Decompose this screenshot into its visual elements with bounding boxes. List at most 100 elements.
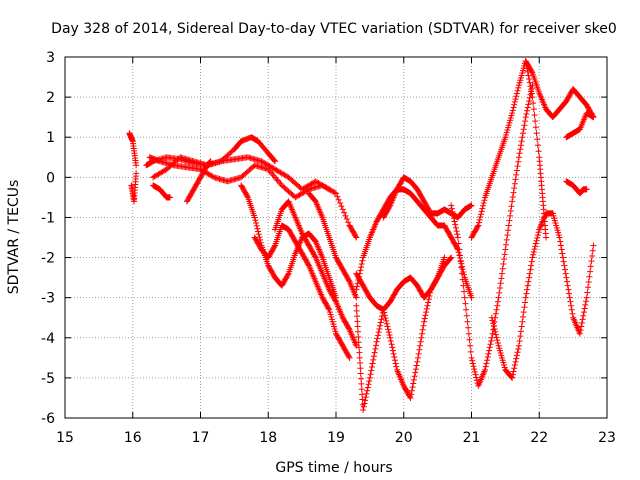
data-point bbox=[509, 193, 516, 200]
data-point bbox=[486, 347, 493, 354]
data-point bbox=[358, 264, 365, 271]
data-point bbox=[366, 378, 373, 385]
data-point bbox=[411, 373, 418, 380]
data-point bbox=[334, 193, 341, 200]
data-point bbox=[585, 279, 592, 286]
data-point bbox=[528, 86, 535, 93]
data-point bbox=[360, 406, 367, 413]
data-point bbox=[513, 90, 520, 97]
data-point bbox=[579, 316, 586, 323]
data-point bbox=[421, 315, 428, 322]
data-point bbox=[563, 274, 570, 281]
data-point bbox=[535, 148, 542, 155]
data-point bbox=[587, 268, 594, 275]
series-sat-f bbox=[150, 182, 174, 201]
data-point bbox=[483, 360, 490, 367]
x-tick-label: 23 bbox=[598, 430, 616, 446]
data-point bbox=[526, 98, 533, 105]
data-point bbox=[524, 282, 531, 289]
data-point bbox=[366, 374, 373, 381]
data-point bbox=[494, 302, 501, 309]
data-point bbox=[525, 101, 532, 108]
data-point bbox=[588, 258, 595, 265]
data-point bbox=[368, 367, 375, 374]
x-tick-label: 15 bbox=[56, 430, 74, 446]
data-point bbox=[578, 323, 585, 330]
data-point bbox=[557, 242, 564, 249]
data-point bbox=[386, 331, 393, 338]
x-tick-label: 20 bbox=[395, 430, 413, 446]
data-point bbox=[564, 282, 571, 289]
data-point bbox=[511, 185, 518, 192]
y-tick-label: -5 bbox=[41, 371, 55, 387]
data-point bbox=[532, 243, 539, 250]
y-tick-label: -6 bbox=[41, 411, 55, 427]
data-point bbox=[517, 142, 524, 149]
data-point bbox=[364, 384, 371, 391]
series-sat-p bbox=[448, 82, 536, 389]
data-point bbox=[410, 380, 417, 387]
data-point bbox=[524, 286, 531, 293]
data-point bbox=[583, 294, 590, 301]
data-point bbox=[500, 260, 507, 267]
data-point bbox=[530, 251, 537, 258]
data-point bbox=[375, 329, 382, 336]
data-point bbox=[484, 354, 491, 361]
data-point bbox=[519, 313, 526, 320]
data-point bbox=[448, 202, 455, 209]
data-point bbox=[387, 334, 394, 341]
series-sat-o bbox=[380, 174, 475, 221]
y-tick-label: -1 bbox=[41, 210, 55, 226]
data-point bbox=[408, 387, 415, 394]
y-tick-label: -2 bbox=[41, 251, 55, 267]
data-point bbox=[535, 229, 542, 236]
data-point bbox=[561, 262, 568, 269]
data-point bbox=[523, 110, 530, 117]
data-point bbox=[564, 278, 571, 285]
data-point bbox=[532, 240, 539, 247]
data-point bbox=[452, 221, 459, 228]
data-point bbox=[526, 274, 533, 281]
data-point bbox=[532, 124, 539, 131]
data-point bbox=[502, 246, 509, 253]
data-point bbox=[353, 294, 360, 301]
data-point bbox=[521, 122, 528, 129]
data-point bbox=[522, 294, 529, 301]
data-point bbox=[494, 298, 501, 305]
data-point bbox=[531, 246, 538, 253]
data-point bbox=[473, 374, 480, 381]
data-point bbox=[388, 341, 395, 348]
data-point bbox=[523, 290, 530, 297]
data-point bbox=[424, 302, 431, 309]
data-point bbox=[372, 346, 379, 353]
data-point bbox=[133, 170, 140, 177]
data-point bbox=[565, 286, 572, 293]
data-point bbox=[485, 350, 492, 357]
data-point bbox=[355, 328, 362, 335]
data-point bbox=[489, 317, 496, 324]
x-tick-label: 19 bbox=[327, 430, 345, 446]
data-point bbox=[360, 403, 367, 410]
data-point bbox=[480, 200, 487, 207]
data-point bbox=[378, 316, 385, 323]
y-tick-label: 3 bbox=[46, 50, 55, 66]
data-point bbox=[526, 76, 533, 83]
data-point bbox=[505, 227, 512, 234]
data-point bbox=[353, 234, 360, 241]
data-point bbox=[461, 288, 468, 295]
data-point bbox=[331, 189, 338, 196]
data-point bbox=[342, 212, 349, 219]
series-sat-n bbox=[353, 254, 448, 313]
data-point bbox=[382, 315, 389, 322]
data-point bbox=[482, 366, 489, 373]
data-point bbox=[494, 339, 501, 346]
data-point bbox=[526, 94, 533, 101]
data-point bbox=[524, 104, 531, 111]
data-point bbox=[525, 72, 532, 79]
data-point bbox=[455, 249, 462, 256]
data-point bbox=[253, 220, 260, 227]
data-point bbox=[517, 333, 524, 340]
data-point bbox=[377, 322, 384, 329]
data-point bbox=[471, 366, 478, 373]
data-point bbox=[362, 397, 369, 404]
